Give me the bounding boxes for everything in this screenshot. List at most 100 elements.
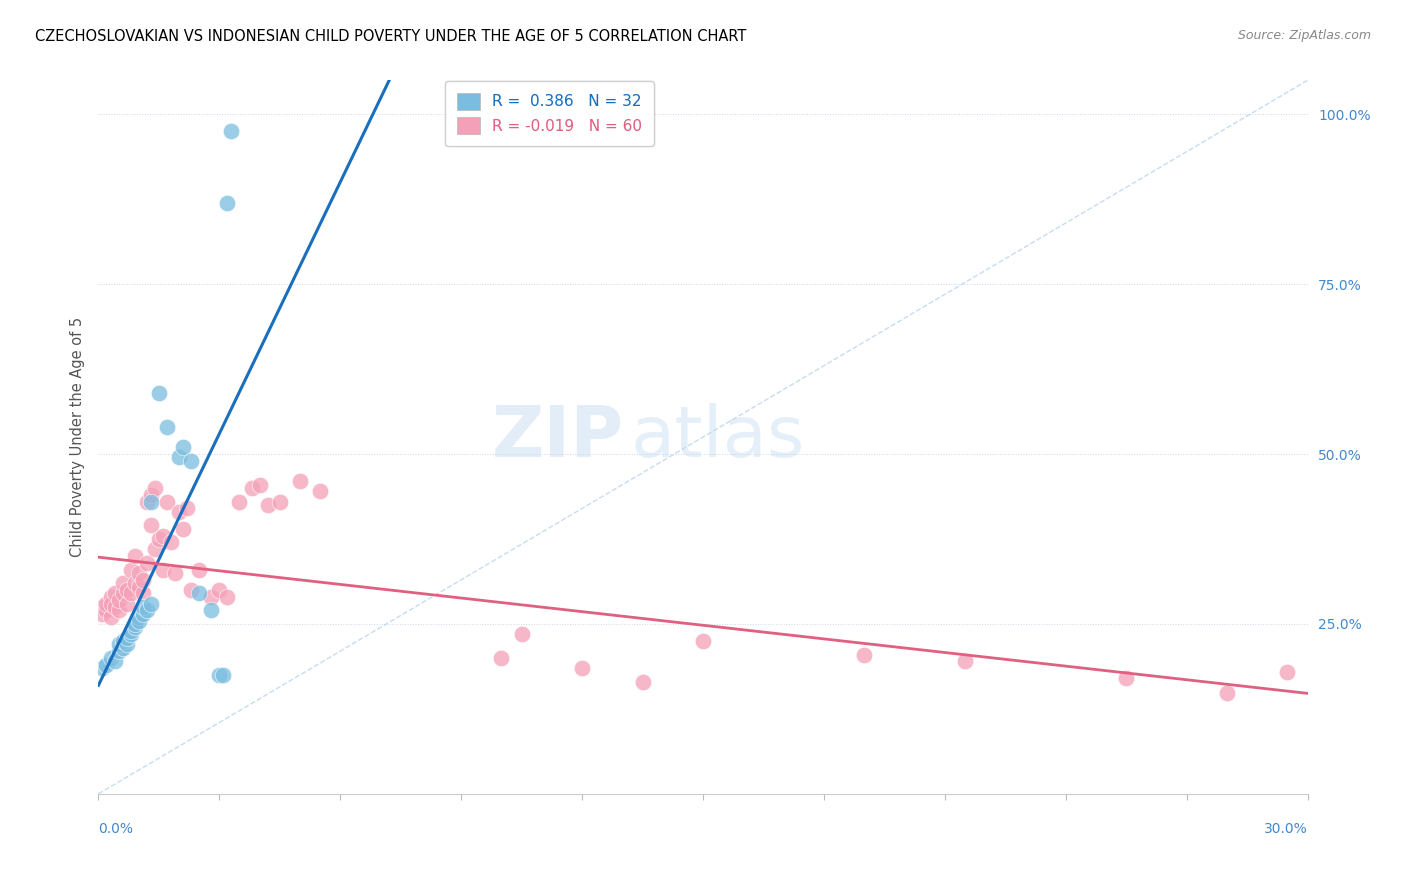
Point: [156, 420, 179, 434]
Text: 0.0%: 0.0%: [98, 822, 134, 837]
Point: [148, 385, 170, 400]
Point: [221, 124, 243, 138]
Point: [288, 475, 311, 489]
Point: [124, 617, 146, 632]
Point: [107, 637, 129, 651]
Point: [139, 597, 162, 611]
Point: [115, 597, 138, 611]
Point: [124, 576, 146, 591]
Point: [200, 590, 222, 604]
Point: [167, 505, 190, 519]
Point: [91, 661, 114, 675]
Y-axis label: Child Poverty Under the Age of 5: Child Poverty Under the Age of 5: [69, 317, 84, 558]
Point: [132, 586, 155, 600]
Point: [103, 654, 125, 668]
Text: 30.0%: 30.0%: [1264, 822, 1308, 837]
Point: [111, 634, 134, 648]
Point: [160, 535, 183, 549]
Point: [107, 644, 129, 658]
Point: [510, 627, 533, 641]
Text: ZIP: ZIP: [492, 402, 624, 472]
Point: [103, 599, 125, 614]
Point: [135, 494, 157, 508]
Point: [111, 576, 134, 591]
Point: [212, 668, 235, 682]
Point: [208, 582, 231, 597]
Point: [228, 494, 250, 508]
Point: [132, 607, 155, 621]
Point: [132, 573, 155, 587]
Point: [100, 590, 122, 604]
Point: [152, 528, 174, 542]
Point: [631, 674, 654, 689]
Text: atlas: atlas: [630, 402, 804, 472]
Point: [103, 586, 125, 600]
Point: [96, 603, 118, 617]
Point: [100, 610, 122, 624]
Point: [96, 657, 118, 672]
Point: [143, 542, 166, 557]
Point: [180, 582, 202, 597]
Point: [135, 556, 157, 570]
Point: [107, 593, 129, 607]
Point: [200, 603, 222, 617]
Point: [188, 586, 211, 600]
Point: [115, 637, 138, 651]
Point: [180, 454, 202, 468]
Point: [1115, 671, 1137, 685]
Point: [176, 501, 198, 516]
Point: [139, 494, 162, 508]
Point: [120, 624, 142, 638]
Text: Source: ZipAtlas.com: Source: ZipAtlas.com: [1237, 29, 1371, 42]
Point: [240, 481, 263, 495]
Point: [128, 610, 150, 624]
Point: [309, 484, 332, 499]
Point: [148, 532, 170, 546]
Point: [115, 582, 138, 597]
Point: [172, 440, 194, 454]
Point: [124, 549, 146, 563]
Point: [152, 563, 174, 577]
Text: CZECHOSLOVAKIAN VS INDONESIAN CHILD POVERTY UNDER THE AGE OF 5 CORRELATION CHART: CZECHOSLOVAKIAN VS INDONESIAN CHILD POVE…: [35, 29, 747, 44]
Point: [91, 607, 114, 621]
Point: [107, 603, 129, 617]
Point: [96, 597, 118, 611]
Point: [208, 668, 231, 682]
Point: [256, 498, 278, 512]
Point: [128, 614, 150, 628]
Point: [111, 640, 134, 655]
Point: [111, 586, 134, 600]
Point: [120, 563, 142, 577]
Point: [128, 580, 150, 594]
Point: [217, 195, 239, 210]
Point: [1216, 686, 1239, 700]
Point: [132, 599, 155, 614]
Point: [120, 627, 142, 641]
Point: [1277, 665, 1299, 679]
Point: [692, 634, 714, 648]
Point: [128, 566, 150, 580]
Point: [853, 648, 876, 662]
Point: [269, 494, 291, 508]
Point: [163, 566, 186, 580]
Point: [249, 477, 271, 491]
Point: [100, 651, 122, 665]
Point: [217, 590, 239, 604]
Point: [135, 603, 157, 617]
Point: [100, 597, 122, 611]
Point: [167, 450, 190, 465]
Point: [139, 488, 162, 502]
Point: [571, 661, 593, 675]
Point: [115, 631, 138, 645]
Point: [91, 599, 114, 614]
Point: [491, 651, 513, 665]
Point: [188, 563, 211, 577]
Point: [156, 494, 179, 508]
Point: [139, 518, 162, 533]
Point: [124, 620, 146, 634]
Point: [120, 586, 142, 600]
Point: [143, 481, 166, 495]
Point: [172, 522, 194, 536]
Legend: R =  0.386   N = 32, R = -0.019   N = 60: R = 0.386 N = 32, R = -0.019 N = 60: [444, 81, 654, 146]
Point: [953, 654, 976, 668]
